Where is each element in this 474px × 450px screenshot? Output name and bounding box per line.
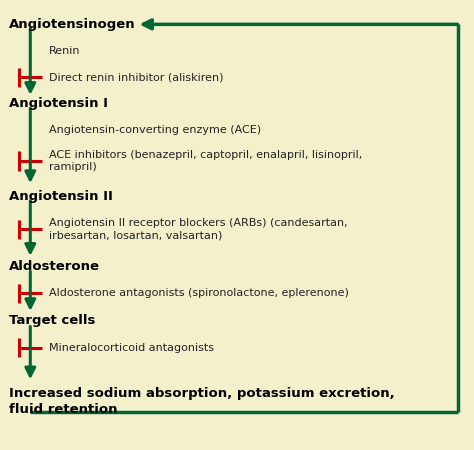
Text: Renin: Renin — [49, 46, 81, 56]
Text: Angiotensin-converting enzyme (ACE): Angiotensin-converting enzyme (ACE) — [49, 125, 261, 135]
Text: Direct renin inhibitor (aliskiren): Direct renin inhibitor (aliskiren) — [49, 72, 223, 82]
Text: Mineralocorticoid antagonists: Mineralocorticoid antagonists — [49, 342, 214, 353]
Text: Angiotensin II: Angiotensin II — [9, 190, 113, 203]
Text: Angiotensin I: Angiotensin I — [9, 97, 109, 110]
Text: Increased sodium absorption, potassium excretion,
fluid retention: Increased sodium absorption, potassium e… — [9, 387, 395, 416]
Text: Target cells: Target cells — [9, 314, 96, 327]
Text: Aldosterone antagonists (spironolactone, eplerenone): Aldosterone antagonists (spironolactone,… — [49, 288, 349, 298]
Text: Aldosterone: Aldosterone — [9, 261, 100, 274]
Text: Angiotensinogen: Angiotensinogen — [9, 18, 136, 31]
Text: Angiotensin II receptor blockers (ARBs) (candesartan,
irbesartan, losartan, vals: Angiotensin II receptor blockers (ARBs) … — [49, 218, 347, 241]
Text: ACE inhibitors (benazepril, captopril, enalapril, lisinopril,
ramipril): ACE inhibitors (benazepril, captopril, e… — [49, 150, 362, 172]
